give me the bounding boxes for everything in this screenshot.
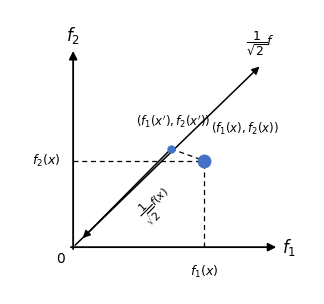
Text: $f_1$: $f_1$ (282, 237, 296, 258)
Text: $\dfrac{1}{\sqrt{2}}f(x)$: $\dfrac{1}{\sqrt{2}}f(x)$ (133, 182, 179, 229)
Text: $f_1(x)$: $f_1(x)$ (190, 264, 218, 280)
Text: $0$: $0$ (56, 252, 65, 266)
Text: $f_2$: $f_2$ (66, 25, 80, 46)
Text: $f_2(x)$: $f_2(x)$ (32, 153, 61, 169)
Text: $\dfrac{1}{\sqrt{2}}f$: $\dfrac{1}{\sqrt{2}}f$ (246, 29, 275, 57)
Text: $(f_1(x^\prime), f_2(x^\prime))$: $(f_1(x^\prime), f_2(x^\prime))$ (136, 113, 210, 130)
Text: $(f_1(x), f_2(x))$: $(f_1(x), f_2(x))$ (211, 121, 279, 137)
